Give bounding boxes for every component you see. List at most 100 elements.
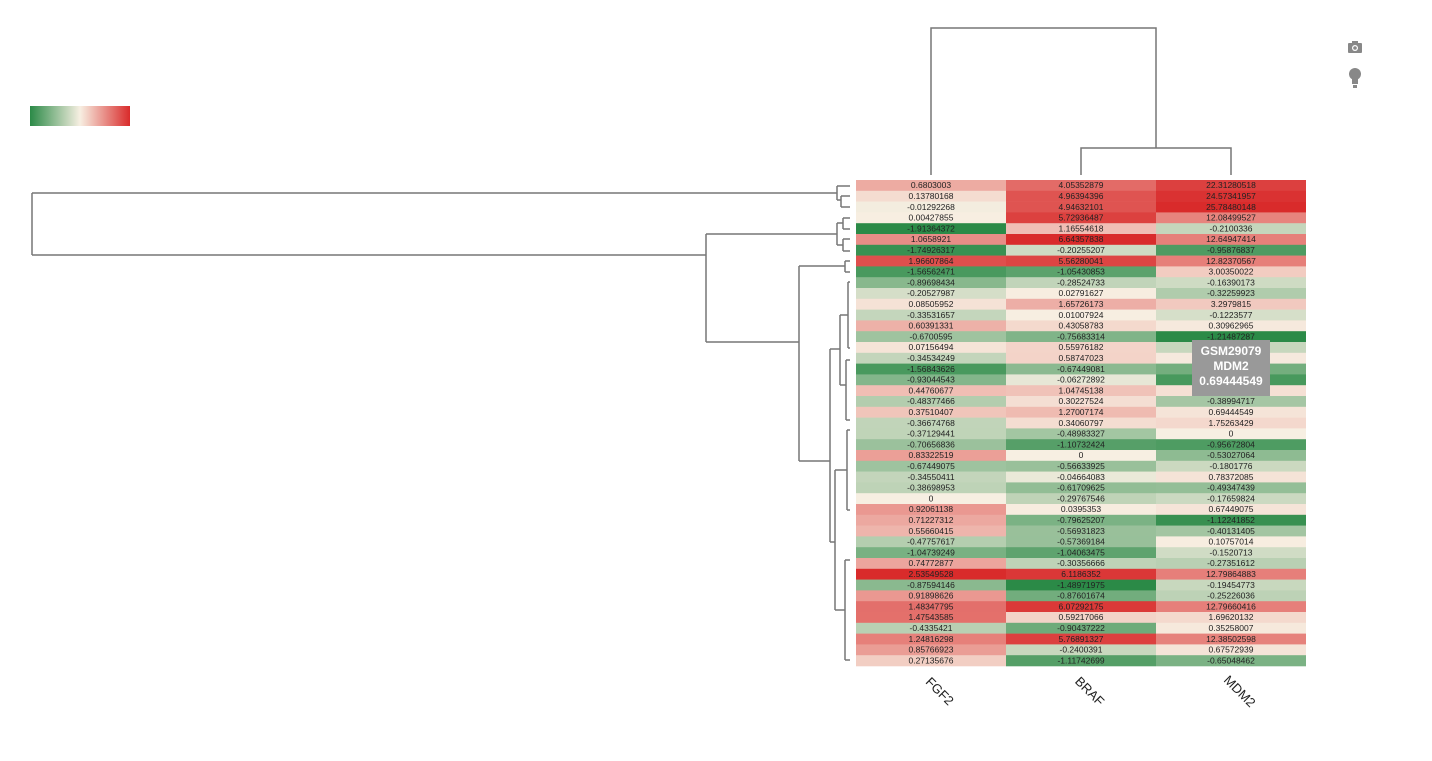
- cell-label: -0.1520713: [1209, 547, 1252, 557]
- heatmap-cell: [856, 493, 1006, 505]
- cell-label: 0.10757014: [1209, 537, 1254, 547]
- cell-label: -1.11742699: [1057, 655, 1104, 665]
- cell-label: -1.04063475: [1057, 547, 1105, 557]
- cell-label: 0: [1229, 429, 1234, 439]
- heatmap-cell: [856, 342, 1006, 354]
- cell-label: 0.35258007: [1209, 623, 1254, 633]
- cell-label: 6.64357838: [1059, 234, 1104, 244]
- cell-label: -0.38994717: [1207, 396, 1255, 406]
- heatmap-cell: [1006, 223, 1156, 235]
- cell-label: -0.89698434: [907, 277, 955, 287]
- heatmap-cell: [1006, 558, 1156, 570]
- cell-label: 0.6803003: [911, 180, 951, 190]
- cell-label: 1.69620132: [1209, 612, 1254, 622]
- cell-label: 0.30962965: [1209, 321, 1254, 331]
- cell-label: -0.27351612: [1207, 558, 1255, 568]
- heatmap-cell: [1156, 190, 1306, 202]
- cell-label: -0.53027064: [1207, 450, 1255, 460]
- cell-label: -0.04664083: [1057, 472, 1105, 482]
- heatmap-cell: [856, 612, 1006, 624]
- heatmap-cell: [1006, 612, 1156, 624]
- heatmap-cell: [856, 180, 1006, 192]
- cell-label: 4.05352879: [1059, 180, 1104, 190]
- cell-label: 0.69444549: [1209, 407, 1254, 417]
- heatmap-cell: [1156, 212, 1306, 224]
- tooltip-text: 0.69444549: [1199, 374, 1263, 388]
- heatmap-cell: [1156, 234, 1306, 246]
- heatmap-cell: [1156, 277, 1306, 289]
- cell-label: 0.34060797: [1059, 418, 1104, 428]
- heatmap-cell: [1156, 460, 1306, 472]
- heatmap-cell: [1006, 363, 1156, 375]
- column-label: BRAF: [1072, 674, 1107, 709]
- cell-label: -0.95672804: [1207, 439, 1255, 449]
- cell-label: 0.71227312: [909, 515, 954, 525]
- heatmap-cell: [1156, 547, 1306, 559]
- cell-label: -1.48971975: [1057, 580, 1105, 590]
- cell-label: 0.55660415: [909, 526, 954, 536]
- cell-label: 3.2979815: [1211, 299, 1251, 309]
- cell-label: -1.74926317: [907, 245, 955, 255]
- cell-label: -0.75683314: [1057, 331, 1105, 341]
- heatmap-cell: [1156, 439, 1306, 451]
- cell-label: -0.38698953: [907, 483, 955, 493]
- heatmap-cell: [856, 482, 1006, 494]
- cell-label: 0.74772877: [909, 558, 954, 568]
- heatmap-cell: [856, 190, 1006, 202]
- heatmap-cell: [1156, 504, 1306, 516]
- heatmap-cell: [1006, 201, 1156, 213]
- heatmap-cell: [856, 514, 1006, 526]
- heatmap-cell: [856, 450, 1006, 462]
- heatmap-cell: [1006, 471, 1156, 483]
- heatmap-cell: [856, 590, 1006, 602]
- cell-label: -0.16390173: [1207, 277, 1255, 287]
- heatmap-cell: [856, 374, 1006, 386]
- cell-label: 0: [929, 493, 934, 503]
- heatmap-cell: [1006, 644, 1156, 656]
- cell-label: -0.56633925: [1057, 461, 1105, 471]
- heatmap-cell: [856, 309, 1006, 321]
- cell-label: 6.1186352: [1061, 569, 1101, 579]
- cell-label: -1.04739249: [907, 547, 955, 557]
- heatmap-cell: [856, 385, 1006, 397]
- cell-label: -0.61709625: [1057, 483, 1105, 493]
- cell-label: 0.92061138: [909, 504, 954, 514]
- heatmap-cell: [1156, 568, 1306, 580]
- heatmap-cell: [856, 201, 1006, 213]
- cell-label: -0.1801776: [1209, 461, 1252, 471]
- heatmap-cell: [856, 460, 1006, 472]
- heatmap-cell: [1006, 288, 1156, 300]
- heatmap-cell: [1156, 655, 1306, 667]
- cell-label: -0.20527987: [907, 288, 955, 298]
- column-dendrogram: [930, 27, 1232, 175]
- heatmap-cell: [1006, 460, 1156, 472]
- heatmap-cell: [856, 568, 1006, 580]
- cell-label: -0.34534249: [907, 353, 955, 363]
- cell-label: 3.00350022: [1209, 267, 1254, 277]
- heatmap-cell: [1006, 352, 1156, 364]
- cell-label: 1.48347795: [909, 601, 954, 611]
- heatmap-cell: [856, 255, 1006, 267]
- cell-label: 0.0395353: [1061, 504, 1101, 514]
- cell-label: 2.53549528: [909, 569, 954, 579]
- cell-label: 0.08505952: [909, 299, 954, 309]
- cell-label: -0.40131405: [1207, 526, 1255, 536]
- cell-label: 0.55976182: [1059, 342, 1104, 352]
- cell-label: -1.56562471: [907, 267, 955, 277]
- cell-label: -0.93044543: [907, 375, 955, 385]
- heatmap-cell: [1006, 396, 1156, 408]
- cell-label: -1.91364372: [907, 223, 955, 233]
- cell-label: 5.72936487: [1059, 213, 1104, 223]
- heatmap-cell: [1156, 288, 1306, 300]
- cell-label: -0.57369184: [1057, 537, 1105, 547]
- heatmap-cell: [1156, 298, 1306, 310]
- cell-label: -0.87601674: [1057, 591, 1105, 601]
- cell-label: 0.83322519: [909, 450, 954, 460]
- cell-label: -0.30356666: [1057, 558, 1105, 568]
- heatmap-cell: [1006, 385, 1156, 397]
- camera-icon[interactable]: [1348, 41, 1362, 53]
- heatmap-cell: [1156, 417, 1306, 429]
- hint-icon[interactable]: [1349, 68, 1361, 88]
- cell-label: 0.00427855: [909, 213, 954, 223]
- heatmap-cell: [856, 406, 1006, 418]
